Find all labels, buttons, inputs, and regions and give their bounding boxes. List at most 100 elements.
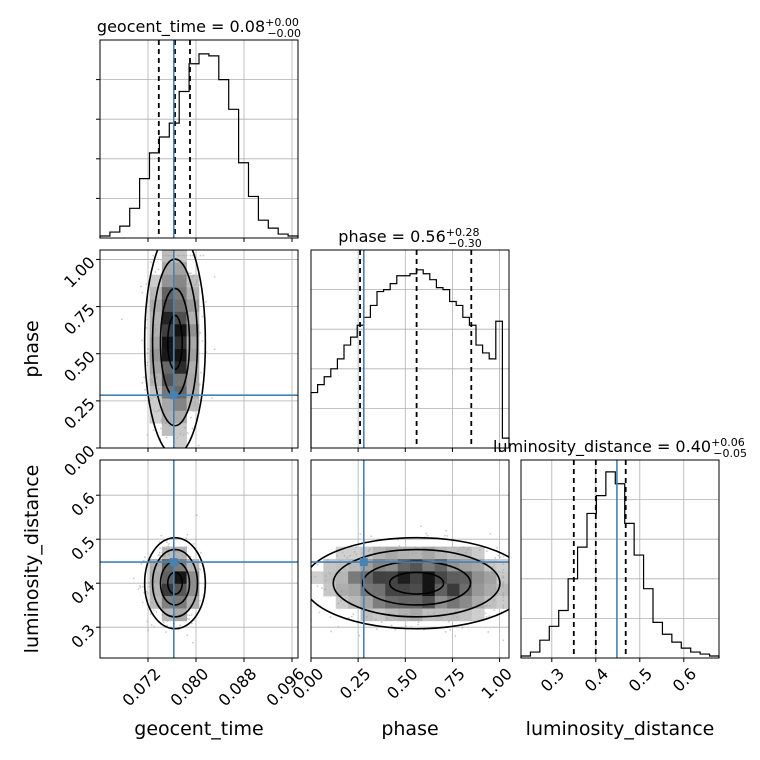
density-cell — [422, 583, 436, 597]
sample-point — [467, 548, 469, 551]
sample-point — [164, 277, 167, 280]
histogram-phase — [310, 269, 510, 448]
sample-point — [167, 254, 170, 257]
sample-point — [464, 551, 467, 554]
sample-point — [154, 327, 157, 330]
density-cell — [174, 299, 187, 313]
sample-point — [141, 585, 144, 588]
sample-point — [345, 597, 347, 600]
density-cell — [496, 596, 509, 609]
sample-point — [185, 254, 188, 257]
sample-point — [336, 554, 338, 557]
sample-point — [146, 364, 149, 367]
sample-point — [458, 548, 460, 551]
sample-point — [153, 331, 156, 334]
sample-point — [394, 628, 397, 631]
sample-point — [153, 348, 156, 351]
density-cell — [447, 596, 460, 609]
contour-3 — [311, 536, 509, 630]
sample-point — [200, 371, 202, 374]
x-tick-label-geocent_time: 0.088 — [215, 664, 261, 710]
sample-point — [489, 532, 492, 535]
sample-point — [366, 604, 368, 606]
sample-point — [182, 254, 184, 257]
sample-point — [187, 283, 189, 286]
sample-point — [158, 551, 161, 554]
sample-point — [201, 340, 204, 342]
sample-point — [150, 624, 153, 626]
title-plus: +0.00 — [265, 16, 299, 29]
sample-point — [502, 582, 505, 585]
sample-point — [502, 563, 505, 565]
sample-point — [484, 612, 487, 614]
sample-point — [387, 553, 390, 555]
sample-point — [426, 534, 429, 537]
sample-point — [184, 410, 187, 413]
sample-point — [162, 621, 165, 624]
x-tick-label-luminosity_distance: 0.3 — [537, 664, 568, 695]
y-tick-label-luminosity_distance: 0.5 — [67, 533, 98, 564]
sample-point — [374, 618, 377, 621]
sample-point — [205, 300, 207, 303]
sample-point — [456, 616, 458, 619]
sample-point — [413, 612, 416, 615]
sample-point — [448, 620, 450, 623]
sample-point — [151, 381, 154, 383]
density-cell — [447, 583, 460, 597]
sample-point — [150, 566, 153, 569]
sample-point — [197, 444, 200, 447]
density-cell — [174, 435, 187, 448]
sample-point — [202, 254, 205, 257]
sample-point — [324, 588, 327, 591]
sample-point — [324, 575, 327, 577]
sample-point — [432, 612, 435, 615]
density-cell — [422, 608, 436, 622]
x-tick-label-luminosity_distance: 0.5 — [625, 664, 656, 695]
sample-point — [153, 363, 156, 365]
density-cell — [471, 608, 485, 622]
sample-point — [189, 272, 192, 275]
axes-frame — [99, 459, 299, 659]
sample-point — [152, 254, 155, 257]
sample-point — [473, 563, 476, 566]
sample-point — [193, 401, 196, 404]
density-cell — [471, 571, 485, 585]
sample-point — [380, 621, 383, 624]
sample-point — [502, 576, 505, 578]
sample-point — [195, 279, 198, 282]
sample-point — [188, 614, 191, 617]
sample-point — [489, 605, 492, 607]
sample-point — [388, 612, 390, 615]
title-value: luminosity_distance = 0.40 — [493, 437, 711, 457]
sample-point — [146, 347, 149, 350]
sample-point — [152, 609, 155, 612]
sample-point — [213, 275, 216, 278]
sample-point — [167, 542, 170, 545]
sample-point — [183, 276, 185, 279]
x-axis-label-geocent_time: geocent_time — [134, 718, 263, 740]
density-cell — [149, 287, 163, 300]
contour-3 — [143, 250, 207, 448]
sample-point — [179, 254, 182, 257]
sample-point — [143, 376, 146, 379]
density-cell — [360, 596, 374, 609]
hist-panel-luminosity_distance: luminosity_distance = 0.40+0.06 −0.05 — [493, 436, 747, 662]
sample-point — [176, 269, 179, 272]
truth-marker — [169, 558, 178, 567]
histogram-geocent_time — [99, 53, 299, 238]
sample-point — [156, 377, 158, 379]
sample-point — [179, 612, 182, 615]
sample-point — [181, 554, 184, 557]
sample-point — [491, 566, 494, 569]
sample-point — [324, 579, 327, 582]
sample-point — [360, 602, 363, 605]
x-axis-label-luminosity_distance: luminosity_distance — [526, 718, 715, 740]
sample-point — [358, 634, 361, 637]
density-cell — [161, 262, 175, 276]
sample-point — [485, 615, 488, 618]
sample-point — [390, 624, 393, 627]
axes-frame — [99, 249, 299, 449]
sample-point — [201, 315, 204, 318]
sample-point — [187, 400, 190, 403]
density-cell — [372, 596, 386, 609]
